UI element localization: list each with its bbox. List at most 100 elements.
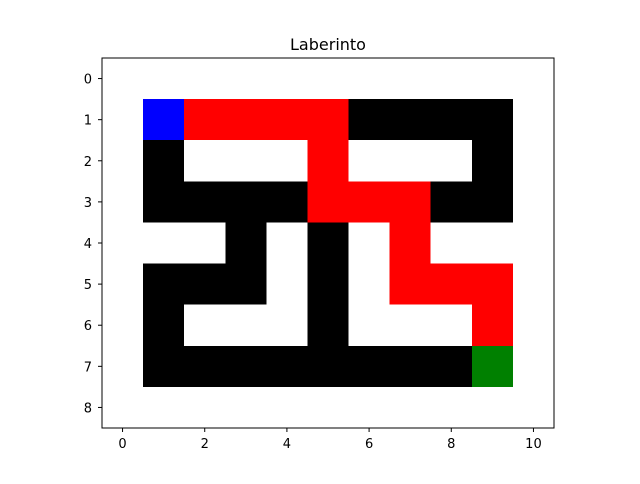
maze-cell xyxy=(266,140,309,182)
maze-cell xyxy=(389,99,432,141)
maze-cells xyxy=(102,58,555,429)
maze-cell xyxy=(512,222,555,265)
maze-cell xyxy=(471,99,514,141)
maze-cell xyxy=(430,58,473,100)
maze-cell xyxy=(307,99,350,141)
maze-cell xyxy=(225,140,267,182)
maze-cell xyxy=(471,386,514,429)
maze-cell xyxy=(512,181,555,224)
x-tick-label: 8 xyxy=(447,437,455,452)
maze-cell xyxy=(430,222,473,265)
maze-cell xyxy=(512,386,555,429)
maze-cell xyxy=(471,345,514,388)
maze-cell xyxy=(184,345,226,388)
maze-cell xyxy=(430,99,473,141)
maze-cell xyxy=(307,58,350,100)
maze-cell xyxy=(184,263,226,306)
maze-cell xyxy=(184,99,226,141)
maze-cell xyxy=(348,263,391,306)
maze-cell xyxy=(143,99,185,141)
maze-cell xyxy=(471,181,514,224)
maze-cell xyxy=(225,386,267,429)
maze-cell xyxy=(184,140,226,182)
y-tick-label: 6 xyxy=(84,319,92,334)
maze-cell xyxy=(389,181,432,224)
maze-cell xyxy=(348,345,391,388)
maze-cell xyxy=(143,304,185,347)
maze-cell xyxy=(184,222,226,265)
maze-cell xyxy=(266,58,309,100)
maze-cell xyxy=(266,99,309,141)
maze-cell xyxy=(143,222,185,265)
maze-cell xyxy=(512,345,555,388)
maze-cell xyxy=(471,140,514,182)
maze-cell xyxy=(143,181,185,224)
maze-cell xyxy=(430,386,473,429)
x-tick-label: 0 xyxy=(118,437,126,452)
x-tick-label: 10 xyxy=(525,437,542,452)
maze-cell xyxy=(225,263,267,306)
maze-cell xyxy=(348,58,391,100)
y-tick-label: 8 xyxy=(84,401,92,416)
maze-cell xyxy=(266,304,309,347)
maze-cell xyxy=(184,304,226,347)
maze-cell xyxy=(266,263,309,306)
maze-cell xyxy=(389,263,432,306)
maze-cell xyxy=(266,181,309,224)
maze-cell xyxy=(471,222,514,265)
maze-cell xyxy=(389,386,432,429)
maze-cell xyxy=(266,386,309,429)
maze-cell xyxy=(389,304,432,347)
maze-cell xyxy=(389,345,432,388)
maze-cell xyxy=(102,304,144,347)
y-tick-label: 0 xyxy=(84,73,92,88)
maze-cell xyxy=(307,222,350,265)
maze-cell xyxy=(102,263,144,306)
maze-cell xyxy=(102,58,144,100)
maze-cell xyxy=(143,386,185,429)
maze-cell xyxy=(471,304,514,347)
maze-cell xyxy=(512,140,555,182)
y-tick-label: 2 xyxy=(84,155,92,170)
maze-cell xyxy=(225,58,267,100)
maze-cell xyxy=(430,304,473,347)
maze-cell xyxy=(307,304,350,347)
maze-cell xyxy=(143,140,185,182)
maze-cell xyxy=(348,140,391,182)
maze-cell xyxy=(430,140,473,182)
maze-cell xyxy=(102,99,144,141)
maze-cell xyxy=(430,263,473,306)
maze-cell xyxy=(512,99,555,141)
maze-cell xyxy=(225,304,267,347)
y-tick-label: 5 xyxy=(84,278,92,293)
maze-cell xyxy=(430,181,473,224)
maze-cell xyxy=(307,181,350,224)
maze-cell xyxy=(102,181,144,224)
maze-cell xyxy=(102,222,144,265)
x-tick-label: 2 xyxy=(201,437,209,452)
maze-cell xyxy=(389,140,432,182)
maze-cell xyxy=(102,386,144,429)
maze-cell xyxy=(348,304,391,347)
y-tick-label: 1 xyxy=(84,114,92,129)
maze-cell xyxy=(471,263,514,306)
maze-cell xyxy=(266,345,309,388)
y-tick-label: 3 xyxy=(84,196,92,211)
maze-cell xyxy=(184,181,226,224)
y-axis: 0 1 2 3 4 5 6 7 8 xyxy=(84,73,102,416)
maze-cell xyxy=(225,345,267,388)
maze-cell xyxy=(430,345,473,388)
maze-cell xyxy=(307,386,350,429)
y-tick-label: 7 xyxy=(84,360,92,375)
maze-cell xyxy=(471,58,514,100)
maze-cell xyxy=(307,345,350,388)
maze-cell xyxy=(143,58,185,100)
maze-cell xyxy=(225,181,267,224)
maze-cell xyxy=(512,304,555,347)
x-tick-label: 6 xyxy=(365,437,373,452)
maze-cell xyxy=(184,386,226,429)
maze-cell xyxy=(102,140,144,182)
maze-cell xyxy=(348,181,391,224)
maze-cell xyxy=(102,345,144,388)
